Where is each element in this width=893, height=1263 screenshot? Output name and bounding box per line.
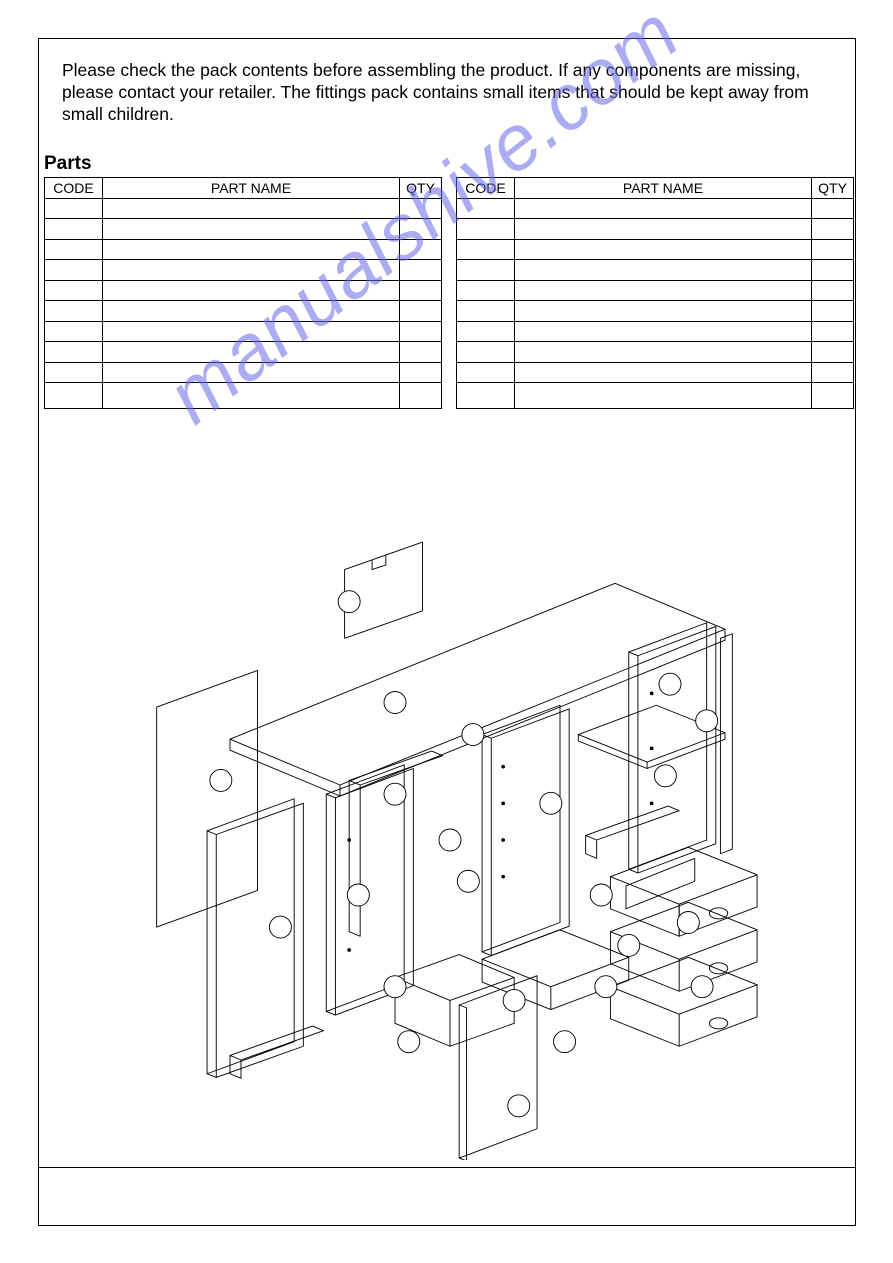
table-header-row: CODE PART NAME QTY <box>45 178 442 199</box>
table-row <box>45 260 442 281</box>
diagram-svg <box>120 520 780 1160</box>
col-name: PART NAME <box>514 178 811 199</box>
table-row <box>45 239 442 260</box>
table-header-row: CODE PART NAME QTY <box>457 178 854 199</box>
table-row <box>457 383 854 409</box>
footer-divider <box>38 1167 856 1168</box>
parts-table-right: CODE PART NAME QTY <box>456 177 854 409</box>
table-row <box>457 301 854 322</box>
table-row <box>45 321 442 342</box>
exploded-diagram <box>120 520 780 1160</box>
table-row <box>45 219 442 240</box>
parts-table-left: CODE PART NAME QTY <box>44 177 442 409</box>
col-qty: QTY <box>812 178 854 199</box>
col-name: PART NAME <box>102 178 399 199</box>
parts-tables: CODE PART NAME QTY CODE PART NAME QTY <box>44 177 854 409</box>
table-row <box>457 362 854 383</box>
table-row <box>45 383 442 409</box>
table-row <box>45 280 442 301</box>
table-row <box>457 321 854 342</box>
col-code: CODE <box>45 178 103 199</box>
intro-text: Please check the pack contents before as… <box>62 60 837 126</box>
table-row <box>457 219 854 240</box>
table-row <box>457 239 854 260</box>
col-qty: QTY <box>400 178 442 199</box>
table-row <box>45 362 442 383</box>
table-row <box>45 342 442 363</box>
table-row <box>457 198 854 219</box>
table-row <box>457 280 854 301</box>
table-row <box>457 342 854 363</box>
table-row <box>45 198 442 219</box>
parts-heading: Parts <box>44 153 92 175</box>
col-code: CODE <box>457 178 515 199</box>
table-row <box>45 301 442 322</box>
table-row <box>457 260 854 281</box>
